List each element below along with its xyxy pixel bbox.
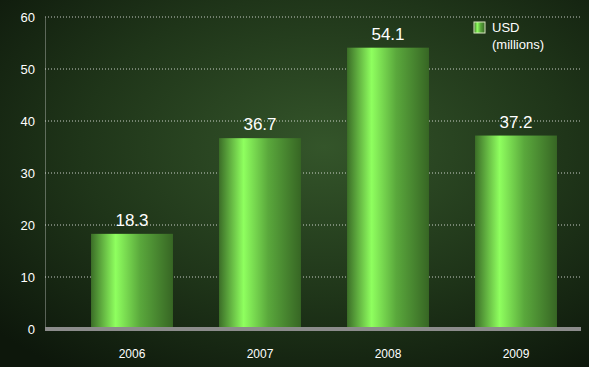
- chart: 0 10 20 30 40 50 60 2006 2007 2008 2009 18.3 36.7 54.…: [0, 0, 589, 367]
- grid-line: [45, 69, 581, 70]
- y-tick-label: 30: [21, 166, 35, 181]
- x-tick: 2006: [119, 347, 146, 361]
- grid: [45, 17, 581, 329]
- data-label: 54.1: [371, 25, 404, 44]
- y-axis: 0 10 20 30 40 50 60: [21, 10, 46, 337]
- y-tick-label: 20: [21, 218, 35, 233]
- x-tick: 2008: [375, 347, 402, 361]
- x-tick-label: 2007: [247, 347, 274, 361]
- grid-line: [45, 17, 581, 18]
- legend-swatch: [474, 22, 485, 33]
- data-label: 36.7: [243, 115, 276, 134]
- data-label: 18.3: [115, 211, 148, 230]
- y-axis-line: [45, 18, 46, 330]
- grid-line: [45, 329, 581, 330]
- baseline: [45, 327, 581, 331]
- y-tick: 30: [21, 166, 45, 181]
- y-tick: 20: [21, 218, 45, 233]
- x-tick-label: 2006: [119, 347, 146, 361]
- bar: [475, 136, 557, 329]
- bar: [219, 138, 301, 329]
- x-tick-label: 2008: [375, 347, 402, 361]
- x-tick: 2009: [503, 347, 530, 361]
- background: [0, 0, 589, 367]
- x-tick: 2007: [247, 347, 274, 361]
- bars: [91, 48, 557, 329]
- y-tick-label: 40: [21, 114, 35, 129]
- y-tick-label: 0: [28, 322, 35, 337]
- data-label: 37.2: [499, 113, 532, 132]
- x-axis: 2006 2007 2008 2009: [45, 329, 581, 361]
- bar: [347, 48, 429, 329]
- legend-label: USD (millions): [492, 20, 544, 52]
- x-tick-label: 2009: [503, 347, 530, 361]
- y-tick-label: 60: [21, 10, 35, 25]
- y-tick: 60: [21, 10, 45, 25]
- y-tick: 10: [21, 270, 45, 285]
- y-tick: 0: [28, 322, 45, 337]
- data-labels: 18.3 36.7 54.1 37.2: [115, 25, 532, 230]
- legend: USD (millions): [474, 20, 544, 52]
- y-tick-label: 10: [21, 270, 35, 285]
- y-tick: 50: [21, 62, 45, 77]
- y-tick-label: 50: [21, 62, 35, 77]
- y-tick: 40: [21, 114, 45, 129]
- bar: [91, 234, 173, 329]
